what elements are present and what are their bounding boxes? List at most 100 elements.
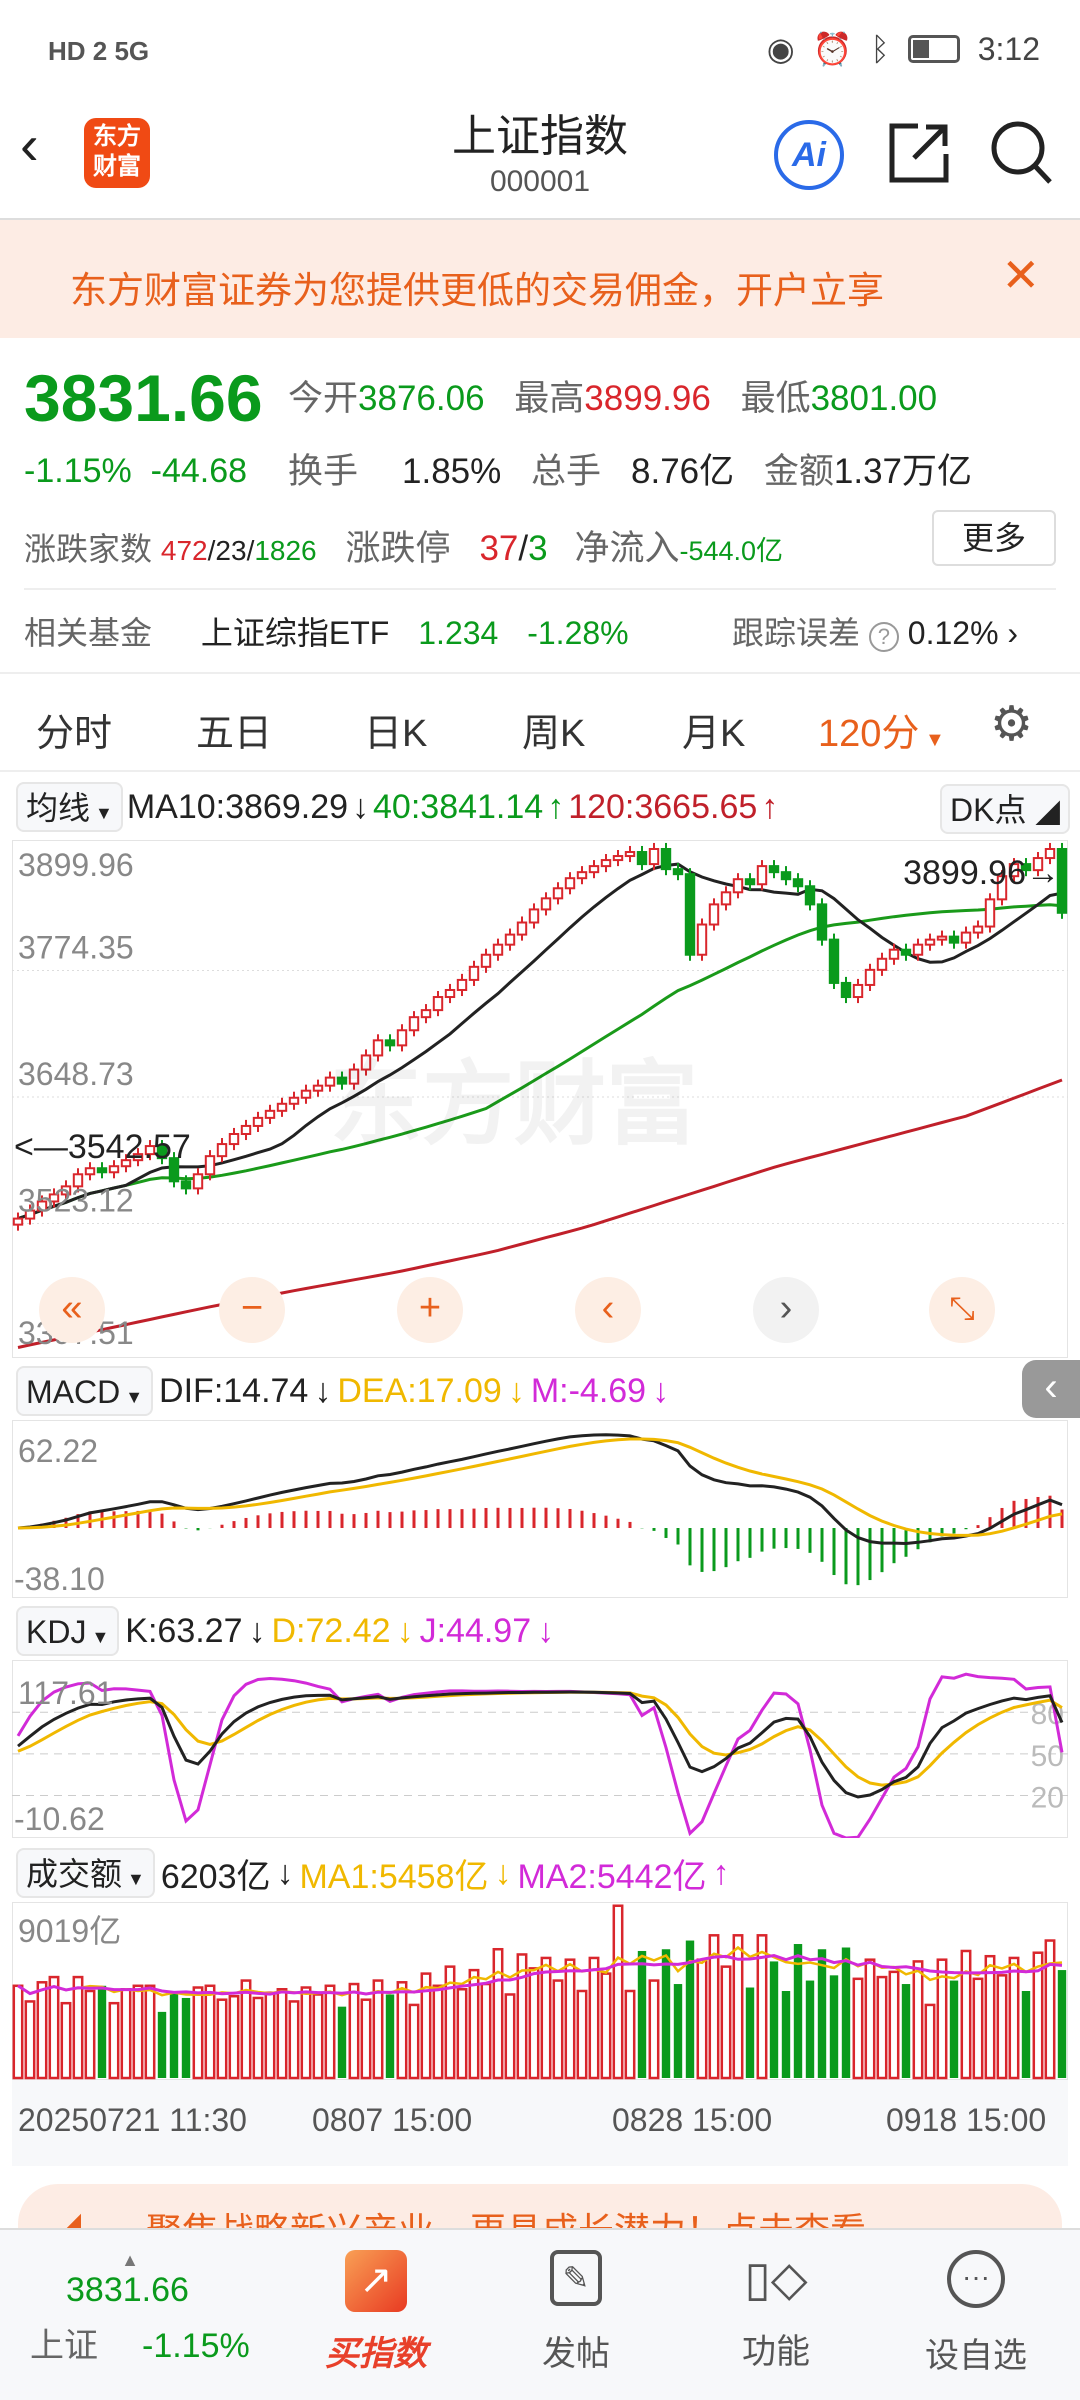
volume-bar (720, 1965, 732, 2080)
volume-bar (97, 1985, 107, 2078)
volume-bar (468, 1968, 480, 2080)
volume-bar (169, 1991, 179, 2078)
candle (816, 903, 828, 941)
y-tick-label: 3774.35 (18, 930, 134, 966)
volume-bar (108, 2001, 120, 2080)
volume-bar (240, 1979, 252, 2080)
back-button[interactable]: ‹ (20, 113, 39, 176)
volume-bar (901, 1984, 911, 2078)
high-marker: 3899.96→ (903, 854, 1060, 892)
candle (1008, 863, 1020, 878)
candle (912, 943, 924, 956)
zoom-out-button[interactable]: − (219, 1277, 285, 1343)
volume-bar (60, 2001, 72, 2080)
indicator-selector-macd[interactable]: MACD ▼ (16, 1366, 154, 1416)
more-button[interactable]: 更多 (932, 510, 1056, 566)
nav-post[interactable]: ✎ 发帖 (496, 2250, 656, 2375)
volume-bar (817, 1949, 827, 2078)
d-value: D:72.42 (271, 1611, 391, 1650)
volume-bar (1057, 1970, 1067, 2078)
x-label: 0918 15:00 (886, 2102, 1047, 2138)
ma120-line (17, 1078, 1063, 1349)
search-icon[interactable] (990, 120, 1054, 186)
candle (648, 847, 660, 866)
flat-count: 23 (215, 535, 247, 566)
tab-monthly[interactable]: 月K (682, 713, 746, 755)
collapse-panel-button[interactable]: ‹ (1022, 1360, 1080, 1418)
tab-intraday[interactable]: 分时 (36, 713, 113, 755)
nav-functions[interactable]: ▯◇ 功能 (696, 2250, 856, 2373)
time-axis[interactable]: 20250721 11:30 0807 15:00 0828 15:00 091… (12, 2080, 1068, 2166)
candle (696, 923, 708, 956)
candle (360, 1054, 372, 1071)
y-tick-label: -38.10 (14, 1561, 105, 1597)
volume-bar (228, 1994, 240, 2080)
nav-add-watchlist[interactable]: ··· 设自选 (896, 2250, 1056, 2377)
volume-bar (960, 1949, 972, 2080)
tab-daily[interactable]: 日K (364, 713, 428, 755)
volume-bar (637, 1950, 647, 2078)
help-icon[interactable]: ? (868, 622, 899, 652)
ai-button[interactable]: Ai (774, 120, 844, 190)
related-fund-row[interactable]: 相关基金 上证综指ETF 1.234 -1.28% 跟踪误差 ? 0.12% › (24, 615, 1019, 652)
fullscreen-icon[interactable]: ⤡ (929, 1277, 995, 1343)
volume-bar (1008, 1956, 1020, 2080)
clock: 3:12 (977, 30, 1040, 67)
zoom-in-button[interactable]: + (397, 1277, 463, 1343)
fund-pct: -1.28% (527, 615, 629, 651)
volume-bar (949, 1980, 959, 2078)
low-price: 3801.00 (810, 379, 938, 418)
dea-value: DEA:17.09 (337, 1371, 502, 1410)
candle (516, 921, 528, 936)
candle (408, 1016, 420, 1032)
share-icon[interactable] (888, 122, 950, 184)
candle (612, 855, 624, 862)
volume-bar (181, 1997, 191, 2078)
y-tick-label: -10.62 (14, 1801, 105, 1837)
tab-weekly[interactable]: 周K (522, 713, 586, 755)
volume-bar (252, 1996, 264, 2080)
volume-bar (348, 1982, 360, 2080)
tab-5day[interactable]: 五日 (196, 713, 273, 755)
scroll-left-button[interactable]: ‹ (575, 1277, 641, 1343)
down-count: 1826 (254, 535, 317, 566)
candle (828, 938, 840, 984)
total-amount: 1.37万亿 (833, 452, 973, 491)
candle (228, 1132, 240, 1146)
indicator-selector-volume[interactable]: 成交额 ▼ (16, 1848, 155, 1898)
candle (252, 1116, 264, 1127)
jump-start-button[interactable]: « (39, 1277, 105, 1343)
index-ticker[interactable]: ▲ 3831.66 上证 -1.15% (30, 2250, 250, 2365)
volume-bar (396, 1981, 408, 2080)
tracking-error: 0.12% (907, 615, 999, 651)
candle (852, 983, 864, 999)
candlestick-chart[interactable]: 3899.963774.353648.733523.123397.513899.… (12, 840, 1068, 1358)
fund-name: 上证综指ETF (200, 615, 390, 651)
close-icon[interactable]: ✕ (1001, 249, 1040, 301)
candle (324, 1076, 336, 1087)
volume-bar (888, 1970, 900, 2080)
settings-icon[interactable]: ⚙ (990, 698, 1034, 751)
candle (84, 1167, 96, 1176)
indicator-selector-kdj[interactable]: KDJ ▼ (16, 1606, 120, 1656)
candle (456, 978, 468, 991)
candle (900, 948, 912, 956)
promo-banner[interactable]: 东方财富证券为您提供更低的交易佣金，开户立享 ✕ (0, 218, 1080, 338)
ma40-value: 40:3841.14 (373, 787, 544, 826)
dk-point-button[interactable]: DK点 ◢ (940, 784, 1070, 834)
reference-label: 50 (1031, 1740, 1064, 1773)
candle (684, 873, 696, 956)
change-pct: -1.15% (24, 452, 132, 490)
volume-bar (661, 1949, 671, 2078)
volume-bar (1032, 1951, 1044, 2080)
app-logo[interactable]: 东方财富 (84, 118, 150, 188)
candle (60, 1185, 72, 1196)
candle (216, 1143, 228, 1158)
indicator-selector-ma[interactable]: 均线 ▼ (16, 782, 123, 832)
volume-bar (516, 1953, 528, 2080)
tab-120min[interactable]: 120分 ▼ (818, 713, 945, 755)
scroll-right-button[interactable]: › (753, 1277, 819, 1343)
volume-bar (732, 1934, 744, 2080)
nav-buy-index[interactable]: ↗ 买指数 (296, 2250, 456, 2375)
volume-bar (72, 1975, 84, 2080)
